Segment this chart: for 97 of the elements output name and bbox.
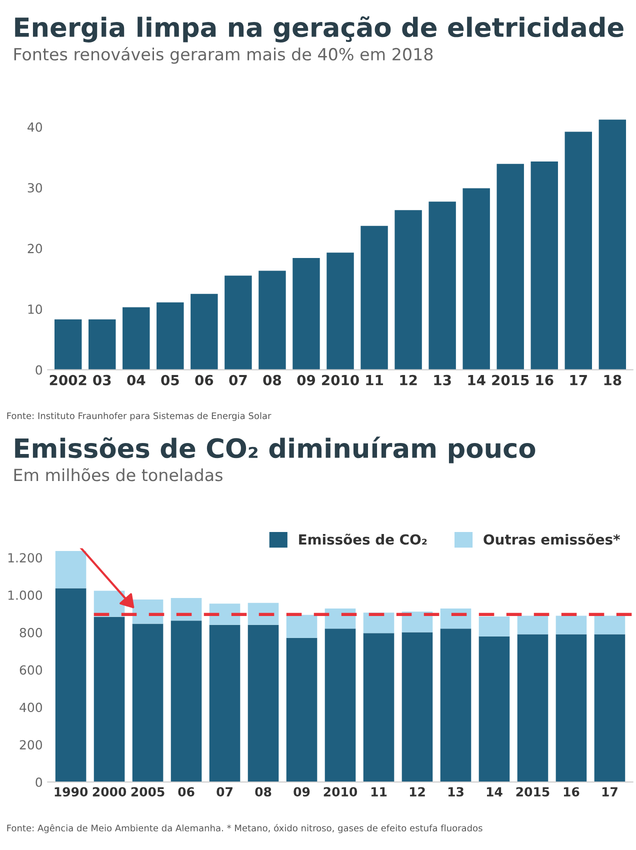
x-tick-label: 07 [216,787,232,797]
y-tick-label: 200 [20,740,42,750]
bar [594,616,626,634]
x-tick-label: 2015 [492,374,529,386]
bar [209,604,240,625]
x-tick-label: 08 [263,374,282,386]
x-tick-label: 2010 [322,374,359,386]
bar [248,624,279,782]
bar [156,302,184,370]
bar [478,616,510,636]
bar [326,252,354,370]
x-tick-label: 17 [570,375,587,386]
x-tick-label: 06 [195,374,214,386]
bar [363,612,394,634]
x-tick-label: 06 [178,787,194,797]
x-tick-label: 04 [127,374,146,386]
x-tick-label: 13 [448,787,464,797]
chart-title: Emissões de CO₂ diminuíram pouco [15,436,536,464]
bar [286,638,318,782]
x-tick-label: 11 [371,787,387,796]
x-tick-label: 1990 [54,787,88,797]
source-note: Fonte: Instituto Fraunhofer para Sistemas de Energia Solar [7,412,272,421]
bar [88,319,116,370]
bar [209,624,240,782]
y-tick-label: 0 [36,777,42,787]
bar [224,276,252,370]
y-tick-label: 20 [28,244,42,254]
x-tick-label: 12 [400,374,417,386]
x-tick-label: 16 [536,374,554,386]
bar [55,551,86,588]
x-tick-label: 14 [468,375,486,386]
bar [440,628,472,782]
bar [402,632,433,782]
y-tick-label: 800 [20,628,42,638]
bar [258,270,286,370]
y-tick-label: 600 [20,665,42,675]
y-tick-label: 1.200 [8,553,42,563]
bar [478,636,510,782]
legend-label: Outras emissões* [484,534,620,545]
bar [496,164,524,370]
bar [170,598,202,621]
bar [248,602,279,625]
x-tick-label: 09 [297,374,316,386]
y-tick-label: 400 [20,702,42,712]
x-tick-label: 08 [255,787,272,797]
source-note: Fonte: Agência de Meio Ambiente da Alemanha. * Metano, óxido nitroso, gases de efeito estufa fluorados [7,824,482,834]
x-tick-label: 2005 [131,787,164,797]
x-tick-label: 2000 [92,787,126,797]
bar [517,616,548,634]
bar [556,634,587,782]
bar [324,628,356,782]
x-tick-label: 03 [93,374,111,386]
bar [132,599,164,624]
legend-label: Emissões de CO₂ [299,534,427,545]
y-tick-label: 30 [28,183,42,193]
x-tick-label: 2010 [324,787,358,797]
x-tick-label: 18 [604,374,622,386]
x-tick-label: 14 [486,787,502,796]
bar [292,258,320,370]
bar [428,202,456,370]
chart-subtitle: Fontes renováveis geraram mais de 40% em 2018 [14,46,433,64]
bar [462,188,490,370]
x-tick-label: 09 [294,787,310,797]
bar [286,614,318,638]
bar [564,132,592,370]
y-tick-label: 1.000 [8,590,42,600]
chart-subtitle: Em milhões de toneladas [14,468,222,482]
bar [363,633,394,782]
y-tick-label: 10 [28,304,42,314]
bar [402,612,433,632]
bar [594,634,626,782]
bar [54,319,82,370]
x-tick-label: 11 [366,375,383,386]
bar [394,210,422,370]
chart-title: Energia limpa na geração de eletricidade [15,16,624,42]
bar [190,294,218,370]
x-tick-label: 12 [410,787,425,796]
x-tick-label: 16 [564,787,580,797]
x-tick-label: 05 [161,374,179,386]
x-tick-label: 07 [229,374,247,386]
bar [55,588,86,782]
bar [360,226,388,370]
x-tick-label: 13 [434,374,451,386]
bar [598,120,626,370]
bar [122,307,150,370]
bar [556,616,587,634]
bar [170,620,202,782]
bar [440,608,472,629]
x-tick-label: 2002 [50,374,86,386]
x-tick-label: 17 [602,787,618,796]
x-tick-label: 2015 [516,787,550,797]
bar [530,162,558,370]
y-tick-label: 40 [28,122,42,132]
bar [517,634,548,782]
bar [94,616,125,782]
bar [132,624,164,782]
y-tick-label: 0 [36,365,42,375]
